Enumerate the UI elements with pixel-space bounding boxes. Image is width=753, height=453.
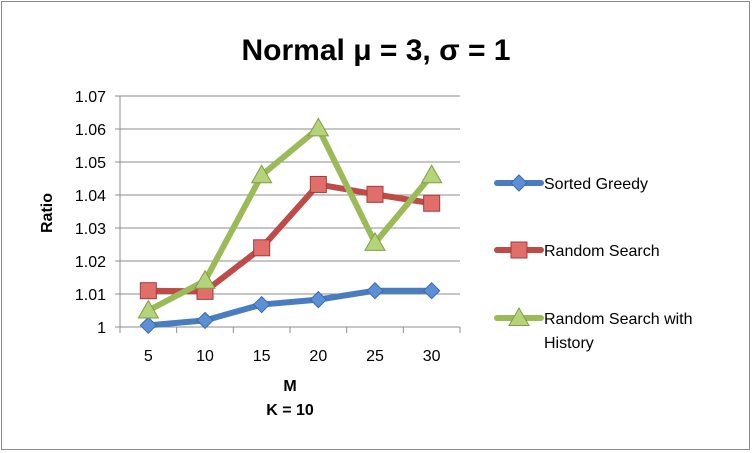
- y-tick-label: 1.07: [75, 89, 106, 106]
- legend-entry: Sorted Greedy: [494, 174, 648, 193]
- legend-entry: Random Search with History: [494, 306, 693, 352]
- data-point: 5: 1.005: [137, 299, 160, 319]
- x-tick-label: 20: [309, 348, 327, 365]
- series-1: 5: 1.0005 10: 1.002 15: 1.0068 20: 1.0083 25…: [139, 281, 441, 335]
- x-tick-label: 25: [366, 348, 384, 365]
- legend-label: Sorted Greedy: [544, 176, 648, 193]
- x-tick-label: 15: [253, 348, 271, 365]
- data-point: 30: 1.046: [420, 164, 443, 184]
- legend-label: Random Search: [544, 243, 660, 260]
- data-point: 20: 1.0602: [307, 117, 330, 137]
- x-tick-label: 10: [196, 348, 214, 365]
- axes: 1 1.01 1.02 1.03 1.04 1.05 1.06 1.07 5 10 15 20 25 30: [75, 89, 461, 365]
- data-point: 15: 1.046: [250, 164, 273, 184]
- series-line: [145, 287, 435, 329]
- x-tick-label: 5: [144, 348, 153, 365]
- grid-lines: [120, 95, 460, 295]
- legend-label: History: [544, 335, 594, 352]
- data-point: 20: 1.0083: [309, 290, 328, 309]
- chart-title: Normal μ = 3, σ = 1: [242, 34, 511, 67]
- legend-entry: Random Search: [494, 241, 660, 260]
- data-point: 30: 1.011: [422, 281, 441, 300]
- legend: Sorted Greedy Random Search Random Search…: [494, 174, 693, 352]
- y-tick-label: 1.02: [75, 254, 106, 271]
- data-point: 5: 1.011: [139, 282, 157, 300]
- series-line: [145, 181, 435, 295]
- y-tick-label: 1.04: [75, 188, 106, 205]
- series-line: [145, 125, 435, 314]
- legend-swatch-marker: [510, 241, 528, 259]
- data-point: 30: 1.0375: [423, 194, 441, 212]
- legend-label: Random Search with: [544, 311, 693, 328]
- legend-swatch-marker: [510, 174, 528, 192]
- data-point: 25: 1.011: [366, 281, 384, 300]
- data-point: 25: 1.0402: [366, 185, 384, 203]
- data-point: 10: 1.002: [196, 311, 214, 330]
- data-point: 5: 1.0005: [139, 316, 158, 335]
- y-tick-label: 1: [97, 320, 106, 337]
- y-tick-label: 1.05: [75, 155, 106, 172]
- y-tick-label: 1.01: [75, 287, 106, 304]
- x-axis-sublabel: K = 10: [266, 402, 314, 419]
- data-point: 10: 1.014: [194, 269, 216, 289]
- data-point: 15: 1.0068: [252, 295, 271, 314]
- x-axis-label: M: [283, 378, 296, 395]
- series-3: 5: 1.005 10: 1.014 15: 1.046 20: 1.0602 25: …: [137, 117, 443, 319]
- data-point: 25: 1.0255: [364, 231, 386, 251]
- y-tick-label: 1.06: [75, 122, 106, 139]
- y-tick-label: 1.03: [75, 221, 106, 238]
- x-tick-label: 30: [423, 348, 441, 365]
- legend-swatch-marker: [508, 306, 530, 326]
- data-point: 20: 1.0432: [309, 175, 327, 193]
- series-layer: 5: 1.0005 10: 1.002 15: 1.0068 20: 1.0083 25…: [137, 117, 443, 335]
- y-axis-label: Ratio: [39, 193, 56, 233]
- data-point: 15: 1.024: [253, 239, 271, 257]
